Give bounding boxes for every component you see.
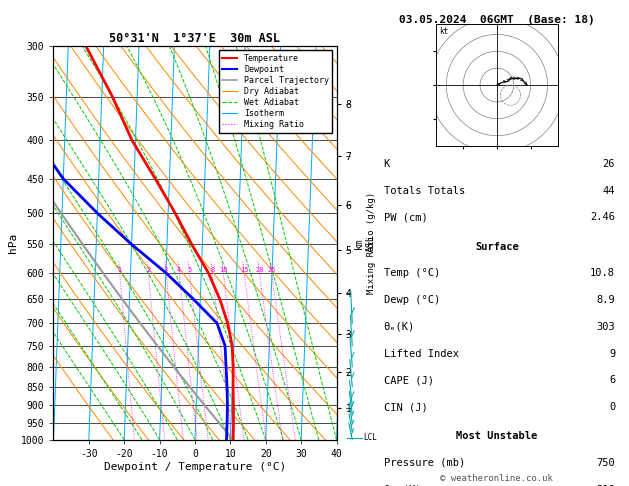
Text: 9: 9 <box>609 348 615 359</box>
Text: θₑ(K): θₑ(K) <box>384 322 415 332</box>
Text: 25: 25 <box>267 267 276 273</box>
X-axis label: Dewpoint / Temperature (°C): Dewpoint / Temperature (°C) <box>104 462 286 471</box>
Y-axis label: hPa: hPa <box>8 233 18 253</box>
Text: 44: 44 <box>603 186 615 196</box>
Text: 10.8: 10.8 <box>590 268 615 278</box>
Text: Mixing Ratio (g/kg): Mixing Ratio (g/kg) <box>367 192 376 294</box>
Text: 2: 2 <box>146 267 150 273</box>
Text: © weatheronline.co.uk: © weatheronline.co.uk <box>440 474 554 483</box>
Text: 3: 3 <box>164 267 168 273</box>
Text: 310: 310 <box>596 485 615 486</box>
Text: 750: 750 <box>596 458 615 468</box>
Text: θₑ (K): θₑ (K) <box>384 485 421 486</box>
Legend: Temperature, Dewpoint, Parcel Trajectory, Dry Adiabat, Wet Adiabat, Isotherm, Mi: Temperature, Dewpoint, Parcel Trajectory… <box>219 51 332 133</box>
Title: 50°31'N  1°37'E  30m ASL: 50°31'N 1°37'E 30m ASL <box>109 32 281 45</box>
Text: 1: 1 <box>118 267 122 273</box>
Text: 03.05.2024  06GMT  (Base: 18): 03.05.2024 06GMT (Base: 18) <box>399 15 595 25</box>
Y-axis label: km
ASL: km ASL <box>354 234 376 252</box>
Text: 15: 15 <box>240 267 248 273</box>
Text: CAPE (J): CAPE (J) <box>384 375 433 385</box>
Text: 303: 303 <box>596 322 615 332</box>
Text: CIN (J): CIN (J) <box>384 402 428 412</box>
Text: Surface: Surface <box>475 242 519 252</box>
Text: Most Unstable: Most Unstable <box>456 431 538 441</box>
Text: 20: 20 <box>255 267 264 273</box>
Text: Lifted Index: Lifted Index <box>384 348 459 359</box>
Text: Totals Totals: Totals Totals <box>384 186 465 196</box>
Text: Dewp (°C): Dewp (°C) <box>384 295 440 305</box>
Text: kt: kt <box>440 27 448 36</box>
Text: 10: 10 <box>219 267 228 273</box>
Text: 8: 8 <box>210 267 214 273</box>
Text: 6: 6 <box>609 375 615 385</box>
Text: 8.9: 8.9 <box>596 295 615 305</box>
Text: K: K <box>384 159 390 169</box>
Text: 4: 4 <box>177 267 181 273</box>
Text: Pressure (mb): Pressure (mb) <box>384 458 465 468</box>
Text: 26: 26 <box>603 159 615 169</box>
Text: LCL: LCL <box>364 433 377 442</box>
Text: Temp (°C): Temp (°C) <box>384 268 440 278</box>
Text: 0: 0 <box>609 402 615 412</box>
Text: 5: 5 <box>187 267 192 273</box>
Text: PW (cm): PW (cm) <box>384 212 428 223</box>
Text: 2.46: 2.46 <box>590 212 615 223</box>
